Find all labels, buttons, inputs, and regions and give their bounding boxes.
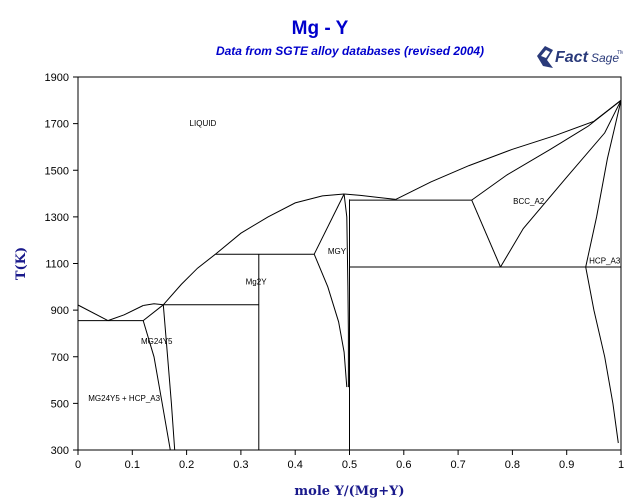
x-tick-label: 0.7 bbox=[450, 459, 465, 471]
x-tick-label: 0.1 bbox=[125, 459, 140, 471]
x-tick-label: 0.4 bbox=[288, 459, 303, 471]
phase-boundary-3 bbox=[162, 253, 216, 306]
phase-boundary-2 bbox=[143, 303, 164, 306]
svg-text:Fact: Fact bbox=[555, 49, 589, 66]
x-tick-label: 0.5 bbox=[342, 459, 357, 471]
x-tick-label: 0.6 bbox=[396, 459, 411, 471]
chart-subtitle: Data from SGTE alloy databases (revised … bbox=[215, 44, 485, 58]
phase-boundary-4 bbox=[215, 193, 345, 255]
x-axis-title: mole Y/(Mg+Y) bbox=[294, 484, 404, 499]
factsage-logo: Fact Sage TM bbox=[537, 46, 623, 68]
svg-text:Sage: Sage bbox=[591, 51, 619, 65]
phase-boundary-10 bbox=[585, 100, 622, 268]
y-tick-label: 500 bbox=[51, 398, 69, 410]
y-tick-label: 700 bbox=[51, 352, 69, 364]
phase-boundary-19 bbox=[313, 193, 345, 255]
region-label: HCP_A3 bbox=[589, 257, 621, 266]
y-tick-label: 1700 bbox=[45, 119, 69, 131]
y-tick-label: 1100 bbox=[45, 259, 69, 271]
phase-boundary-16 bbox=[162, 304, 176, 451]
phase-boundary-0 bbox=[77, 304, 109, 322]
phase-boundary-5 bbox=[344, 193, 396, 200]
phase-boundary-20 bbox=[313, 254, 348, 388]
x-tick-label: 0 bbox=[75, 459, 81, 471]
phase-boundary-9 bbox=[471, 199, 501, 268]
region-label: BCC_A2 bbox=[513, 197, 545, 206]
y-tick-label: 1300 bbox=[45, 212, 69, 224]
phase-boundary-6 bbox=[395, 99, 622, 200]
region-label: MG24Y5 + HCP_A3 bbox=[88, 394, 160, 403]
phase-boundary-15 bbox=[142, 320, 171, 451]
y-tick-label: 1500 bbox=[45, 165, 69, 177]
region-label: MGY bbox=[328, 247, 347, 256]
phase-boundary-13 bbox=[142, 304, 164, 321]
phase-boundary-7 bbox=[471, 99, 622, 201]
y-tick-label: 300 bbox=[51, 445, 69, 457]
x-tick-label: 0.8 bbox=[505, 459, 520, 471]
y-tick-label: 900 bbox=[51, 305, 69, 317]
region-label: MG24Y5 bbox=[141, 337, 173, 346]
region-label: Mg2Y bbox=[246, 277, 268, 286]
phase-boundary-11 bbox=[585, 266, 619, 444]
phase-boundary-21 bbox=[343, 193, 349, 388]
y-axis-title: T(K) bbox=[14, 247, 29, 280]
x-tick-label: 1 bbox=[618, 459, 624, 471]
phase-boundary-1 bbox=[107, 305, 144, 322]
x-tick-label: 0.9 bbox=[559, 459, 574, 471]
region-label: LIQUID bbox=[190, 119, 217, 128]
x-tick-label: 0.2 bbox=[179, 459, 194, 471]
y-tick-label: 1900 bbox=[45, 72, 69, 84]
phase-boundary-8 bbox=[500, 100, 622, 268]
chart-title: Mg - Y bbox=[291, 18, 349, 39]
svg-text:TM: TM bbox=[617, 50, 623, 56]
x-tick-label: 0.3 bbox=[233, 459, 248, 471]
